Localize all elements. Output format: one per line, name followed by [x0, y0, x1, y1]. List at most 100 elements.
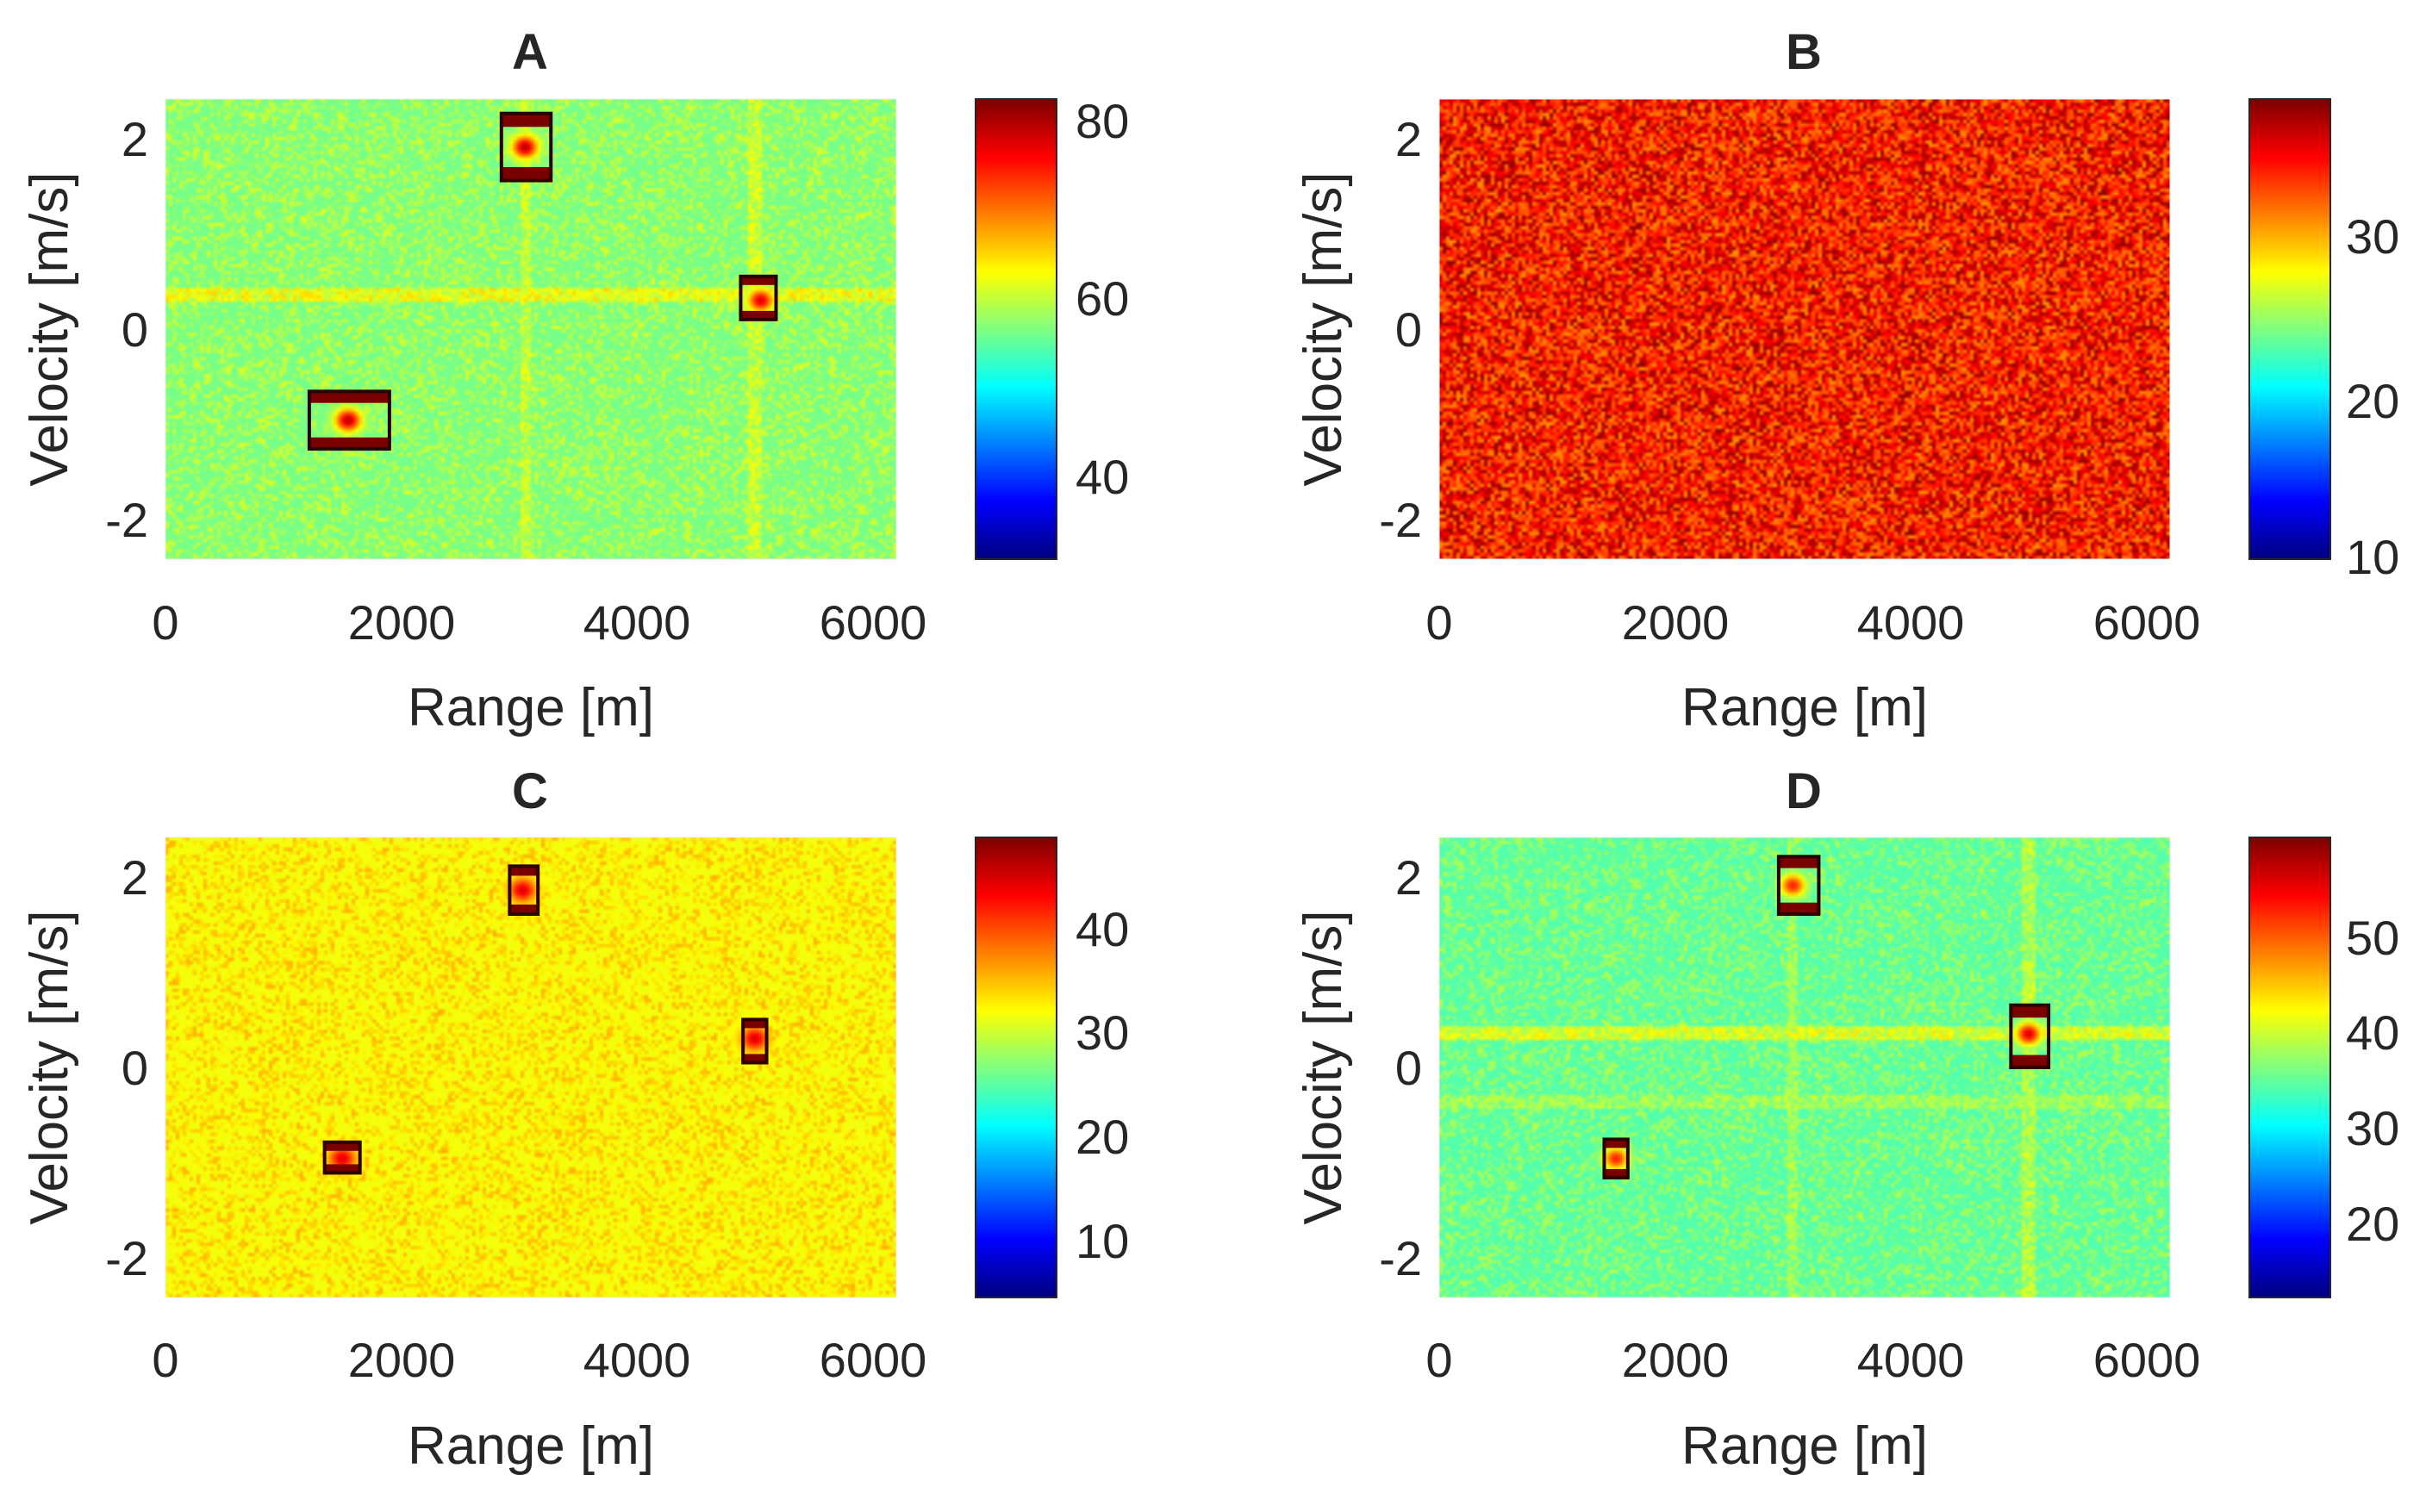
panel-d-cbar-tick-20: 20 — [2346, 1197, 2399, 1251]
panel-a-xlabel: Range [m] — [408, 678, 654, 737]
panel-c-colorbar-frame — [975, 837, 1057, 1298]
detection-box-top-band — [1778, 856, 1819, 868]
panel-c-xtick-4000: 4000 — [583, 1333, 691, 1387]
panel-d-cbar-tick-50: 50 — [2346, 911, 2399, 965]
panel-a-plot-frame — [165, 98, 897, 560]
panel-a-ytick-2: 2 — [122, 112, 148, 166]
panel-a-xtick-4000: 4000 — [583, 595, 691, 650]
panel-c-ytick-2: 2 — [122, 850, 148, 905]
panel-b-cbar-tick-10: 10 — [2346, 530, 2399, 584]
panel-c-boxes — [322, 864, 769, 1175]
panel-b-ytick-minus2: -2 — [1379, 493, 1422, 547]
panel-b-colorbar — [2249, 99, 2330, 559]
detection-box — [1602, 1137, 1630, 1179]
detection-box-bottom-band — [743, 1054, 767, 1063]
panel-a-cbar-tick-80: 80 — [1076, 94, 1129, 148]
detection-box-frame — [322, 1140, 362, 1175]
panel-d-xtick-4000: 4000 — [1857, 1333, 1965, 1387]
panel-c-cbar-tick-30: 30 — [1076, 1005, 1129, 1060]
detection-box — [739, 274, 778, 321]
panel-c-colorbar — [976, 837, 1057, 1297]
detection-box — [322, 1140, 362, 1175]
panel-c: C 2 0 -2 0 2000 4000 6000 Range [m] Velo… — [20, 763, 1129, 1476]
detection-box-top-band — [2011, 1005, 2049, 1018]
detection-box — [2009, 1003, 2051, 1069]
detection-box-frame — [741, 1017, 769, 1065]
detection-box-frame — [1602, 1137, 1630, 1179]
panel-d-plot-frame — [1438, 837, 2171, 1298]
panel-b-xtick-0: 0 — [1425, 595, 1452, 650]
detection-box-frame — [1776, 855, 1821, 916]
detection-box-bottom-band — [324, 1164, 360, 1173]
detection-box-top-band — [740, 276, 776, 285]
detection-box-top-band — [324, 1142, 360, 1151]
panel-b-xtick-2000: 2000 — [1622, 595, 1730, 650]
panel-b-colorbar-frame — [2248, 98, 2331, 560]
panel-d-ytick-0: 0 — [1395, 1041, 1422, 1095]
panel-a-boxes — [307, 111, 778, 451]
panel-d-ytick-2: 2 — [1395, 850, 1422, 905]
panel-b-plot-frame — [1438, 98, 2171, 560]
detection-box-bottom-band — [740, 310, 776, 320]
detection-box-frame — [307, 389, 391, 451]
detection-box-bottom-band — [2011, 1055, 2049, 1067]
detection-box-bottom-band — [1778, 902, 1819, 914]
panel-c-plot-frame — [165, 837, 897, 1298]
panel-d-ytick-minus2: -2 — [1379, 1231, 1422, 1285]
panel-b-heatmap — [1439, 99, 2170, 559]
panel-d-colorbar-frame — [2248, 837, 2331, 1298]
detection-box-top-band — [743, 1019, 767, 1029]
panel-a-title: A — [512, 24, 548, 80]
panel-c-ytick-minus2: -2 — [105, 1231, 148, 1285]
detection-box-top-band — [309, 391, 390, 403]
detection-box — [307, 389, 391, 451]
detection-box-bottom-band — [309, 437, 390, 450]
detection-box-bottom-band — [509, 904, 539, 914]
panel-d-boxes — [1602, 855, 2051, 1179]
panel-d-xtick-2000: 2000 — [1622, 1333, 1730, 1387]
panel-b-ylabel: Velocity [m/s] — [1294, 171, 1353, 486]
detection-box — [741, 1017, 769, 1065]
detection-box-top-band — [1604, 1139, 1628, 1148]
panel-a-ylabel: Velocity [m/s] — [20, 171, 79, 486]
panel-c-ylabel: Velocity [m/s] — [20, 910, 79, 1224]
panel-c-cbar-tick-40: 40 — [1076, 902, 1129, 956]
panel-b-cbar-tick-30: 30 — [2346, 209, 2399, 264]
panel-c-cbar-tick-20: 20 — [1076, 1110, 1129, 1164]
detection-box-bottom-band — [1604, 1168, 1628, 1178]
panel-d-xlabel: Range [m] — [1681, 1416, 1928, 1476]
detection-box — [499, 111, 553, 183]
panel-d-cbar-tick-30: 30 — [2346, 1101, 2399, 1155]
panel-c-cbar-tick-10: 10 — [1076, 1214, 1129, 1268]
panel-a-cbar-tick-60: 60 — [1076, 271, 1129, 326]
detection-box-frame — [508, 864, 540, 916]
panel-a-colorbar — [976, 99, 1057, 559]
panel-c-xtick-6000: 6000 — [820, 1333, 927, 1387]
panel-b-xtick-6000: 6000 — [2093, 595, 2201, 650]
panel-c-title: C — [512, 763, 548, 819]
panel-a-ytick-minus2: -2 — [105, 493, 148, 547]
panel-a-ytick-0: 0 — [122, 302, 148, 357]
panel-b-xlabel: Range [m] — [1681, 678, 1928, 737]
panel-b-title: B — [1786, 24, 1822, 80]
detection-box-bottom-band — [501, 166, 552, 181]
panel-b-ytick-2: 2 — [1395, 112, 1422, 166]
detection-box — [508, 864, 540, 916]
panel-d-cbar-tick-40: 40 — [2346, 1005, 2399, 1060]
panel-a-cbar-tick-40: 40 — [1076, 450, 1129, 504]
panel-d: D 2 0 -2 0 2000 4000 6000 Range [m] Velo… — [1294, 763, 2399, 1476]
panel-d-xtick-0: 0 — [1425, 1333, 1452, 1387]
panel-a: A 2 0 -2 0 2000 4000 6000 Range [m] Velo… — [20, 24, 1129, 737]
panel-b: B 2 0 -2 0 2000 4000 6000 Range [m] Velo… — [1294, 24, 2399, 737]
detection-box-top-band — [509, 866, 539, 876]
panel-a-xtick-2000: 2000 — [348, 595, 456, 650]
detection-box-top-band — [501, 113, 552, 128]
detection-box-frame — [2009, 1003, 2051, 1069]
panel-b-cbar-tick-20: 20 — [2346, 374, 2399, 428]
panel-d-xtick-6000: 6000 — [2093, 1333, 2201, 1387]
detection-box-frame — [739, 274, 778, 321]
panel-d-colorbar — [2249, 837, 2330, 1297]
panel-c-xtick-2000: 2000 — [348, 1333, 456, 1387]
panel-a-xtick-0: 0 — [152, 595, 178, 650]
